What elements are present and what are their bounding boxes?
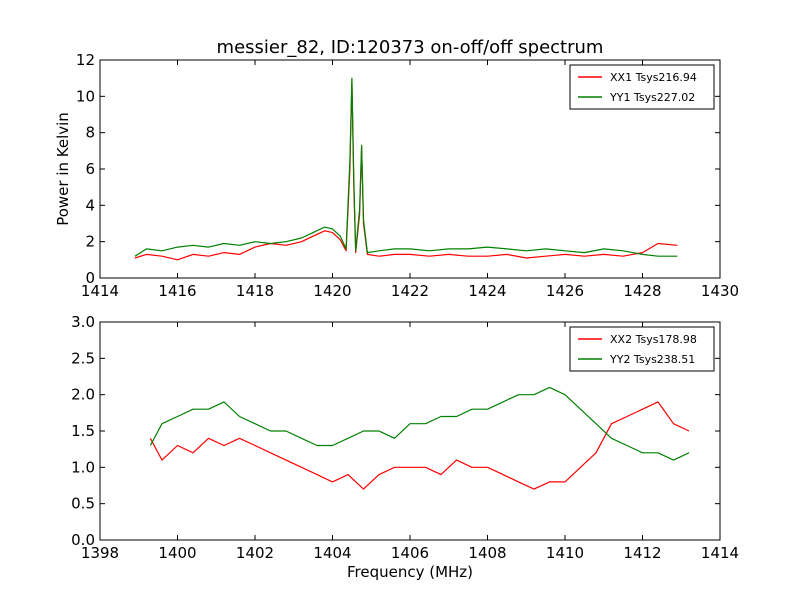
- x-tick-label: 1408: [468, 544, 506, 562]
- x-tick-label: 1398: [81, 544, 119, 562]
- spectrum-panel-1: messier_82, ID:120373 on-off/off spectru…: [54, 37, 739, 300]
- series-line-2: [149, 386, 690, 461]
- y-axis-label: Power in Kelvin: [54, 112, 72, 226]
- legend-label: YY2 Tsys238.51: [609, 353, 695, 366]
- y-tick-label: 0.0: [71, 531, 95, 549]
- x-tick-label: 1420: [313, 282, 351, 300]
- y-tick-label: 2.5: [71, 349, 95, 367]
- y-tick-label: 0.5: [71, 495, 95, 513]
- x-tick-label: 1406: [391, 544, 429, 562]
- legend-box: [569, 64, 715, 110]
- y-tick-label: 4: [85, 196, 95, 214]
- legend-label: YY1 Tsys227.02: [609, 91, 695, 104]
- spectrum-panel-2: Frequency (MHz) 1398 1400 1402 1404 1406 1408…: [71, 313, 739, 581]
- y-tick-label: 2.0: [71, 386, 95, 404]
- y-tick-label: 0: [85, 269, 95, 287]
- y-tick-label: 3.0: [71, 313, 95, 331]
- y-tick-label: 6: [85, 160, 95, 178]
- chart-title: messier_82, ID:120373 on-off/off spectru…: [217, 37, 604, 58]
- x-tick-label: 1422: [391, 282, 429, 300]
- series-line-2: [134, 77, 678, 257]
- x-tick-label: 1414: [81, 282, 119, 300]
- x-tick-label: 1402: [236, 544, 274, 562]
- y-tick-label: 1.0: [71, 458, 95, 476]
- x-tick-label: 1414: [701, 544, 739, 562]
- series-line-1: [149, 401, 690, 490]
- legend-box: [569, 326, 715, 372]
- y-tick-label: 2: [85, 233, 95, 251]
- legend: XX1 Tsys216.94 YY1 Tsys227.02: [569, 64, 715, 110]
- x-tick-label: 1428: [623, 282, 661, 300]
- x-tick-label: 1410: [546, 544, 584, 562]
- x-tick-label: 1430: [701, 282, 739, 300]
- y-tick-label: 8: [85, 124, 95, 142]
- legend: XX2 Tsys178.98 YY2 Tsys238.51: [569, 326, 715, 372]
- x-tick-label: 1418: [236, 282, 274, 300]
- y-tick-label: 12: [76, 51, 95, 69]
- y-tick-label: 10: [76, 87, 95, 105]
- x-axis-label: Frequency (MHz): [347, 563, 473, 581]
- series-lines: [134, 77, 678, 261]
- legend-label: XX2 Tsys178.98: [610, 333, 697, 346]
- y-tick-label: 1.5: [71, 422, 95, 440]
- x-tick-label: 1412: [623, 544, 661, 562]
- x-tick-label: 1404: [313, 544, 351, 562]
- legend-label: XX1 Tsys216.94: [610, 71, 697, 84]
- series-lines: [149, 386, 690, 490]
- x-tick-label: 1400: [158, 544, 196, 562]
- x-tick-label: 1424: [468, 282, 506, 300]
- x-tick-label: 1426: [546, 282, 584, 300]
- x-tick-label: 1416: [158, 282, 196, 300]
